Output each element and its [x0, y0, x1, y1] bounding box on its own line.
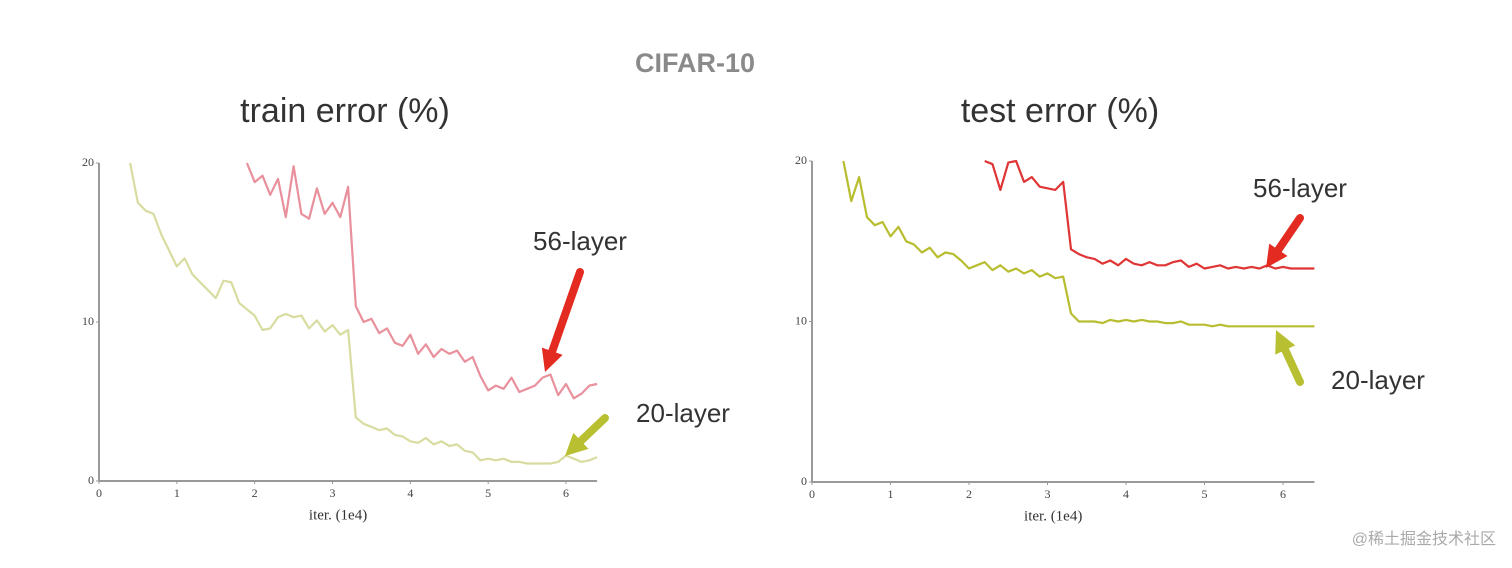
series-label: 56-layer — [1253, 173, 1347, 203]
arrow-shaft — [576, 414, 609, 445]
arrow-shaft — [1281, 345, 1304, 386]
y-tick-label: 0 — [88, 473, 94, 487]
x-axis-label: iter. (1e4) — [1024, 508, 1082, 524]
y-tick-label: 20 — [82, 155, 94, 169]
arrow-shaft — [1274, 214, 1304, 254]
series-label: 20-layer — [1331, 365, 1425, 395]
chart-title: train error (%) — [240, 92, 450, 130]
x-tick-label: 0 — [96, 486, 102, 500]
arrow-head — [1275, 330, 1296, 355]
suptitle: CIFAR-10 — [635, 48, 755, 78]
x-tick-label: 5 — [1202, 487, 1208, 501]
x-axis-label: iter. (1e4) — [309, 507, 367, 523]
x-tick-label: 5 — [485, 486, 491, 500]
watermark: @稀土掘金技术社区 — [1352, 530, 1496, 548]
y-tick-label: 10 — [795, 313, 807, 327]
series-label: 56-layer — [533, 226, 627, 256]
series-label: 20-layer — [636, 398, 730, 428]
x-tick-label: 2 — [966, 487, 972, 501]
y-tick-label: 0 — [801, 474, 807, 488]
x-tick-label: 4 — [1123, 487, 1129, 501]
x-tick-label: 3 — [330, 486, 336, 500]
series-line — [129, 162, 598, 465]
x-tick-label: 2 — [252, 486, 258, 500]
x-tick-label: 3 — [1045, 487, 1051, 501]
x-tick-label: 1 — [174, 486, 180, 500]
x-tick-label: 6 — [563, 486, 569, 500]
x-tick-label: 0 — [809, 487, 815, 501]
series-line — [842, 160, 1315, 328]
series-line — [245, 162, 598, 400]
y-tick-label: 20 — [795, 153, 807, 167]
arrow-head — [565, 432, 589, 456]
x-tick-label: 6 — [1280, 487, 1286, 501]
chart-title: test error (%) — [961, 92, 1159, 130]
arrow-shaft — [548, 268, 584, 356]
x-tick-label: 4 — [407, 486, 413, 500]
arrow-head — [1266, 243, 1288, 268]
arrow-head — [541, 347, 563, 372]
series-line — [984, 159, 1315, 270]
x-tick-label: 1 — [888, 487, 894, 501]
y-tick-label: 10 — [82, 314, 94, 328]
